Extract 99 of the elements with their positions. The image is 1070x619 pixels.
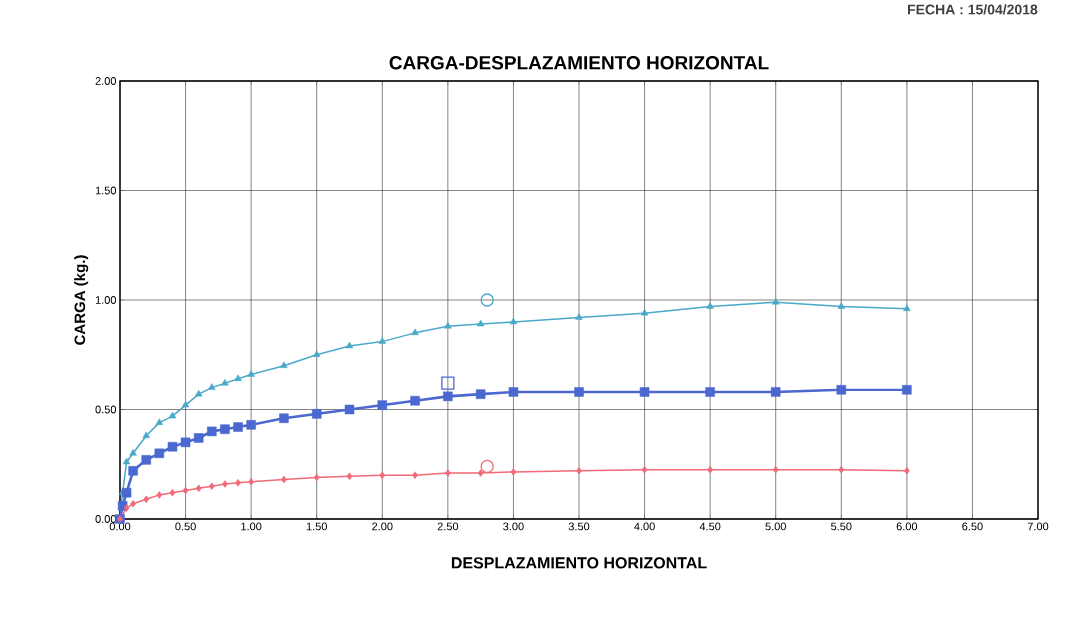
point [248,478,255,486]
point [510,468,517,476]
point [180,437,191,448]
point [207,426,217,437]
point [444,322,452,329]
x-tick-label: 0.50 [175,522,196,531]
point [379,471,386,479]
point [221,378,229,386]
text: FECHA : 15/04/2018 [908,4,1038,15]
x-tick-label: 7.00 [1027,522,1049,531]
point [208,482,215,490]
x-tick-label: 5.50 [831,522,852,531]
x-tick-label: 3.00 [503,522,524,531]
point [412,471,418,479]
point [772,465,779,474]
point [194,389,203,397]
point [902,385,912,395]
point [168,411,177,419]
point [509,317,518,325]
point [705,387,715,397]
point [475,389,486,399]
point [235,479,241,487]
x-tick-label: 1.00 [241,522,262,531]
point [345,341,354,349]
point [129,449,137,456]
point [574,387,584,397]
point [770,387,781,397]
point [167,441,178,452]
point [247,370,255,377]
point [641,465,648,474]
point [411,328,419,336]
point [836,385,847,395]
point [837,302,845,309]
x-tick-label: 3.50 [568,522,590,531]
point [142,431,150,439]
point [208,383,216,390]
y-axis-title: CARGA (kg.) [74,255,89,345]
point [155,418,164,425]
point [246,420,256,430]
x-tick-label: 1.50 [306,522,327,531]
x-tick-label: 2.50 [437,522,459,531]
point [182,486,189,495]
point [313,473,320,482]
point [195,484,202,493]
point [122,457,131,465]
point [181,400,190,408]
point [476,319,485,327]
point [378,337,386,344]
point [772,297,780,305]
point [280,361,288,368]
y-tick-label: 0.00 [95,515,117,523]
x-axis-title: DESPLAZAMIENTO HORIZONTAL [451,557,707,569]
point [441,376,455,390]
point [707,465,714,474]
point [444,469,451,477]
x-tick-label: 6.50 [962,522,983,531]
point [903,467,910,475]
point [640,308,649,316]
point [220,424,230,434]
point [156,491,163,499]
point [639,387,650,397]
point [193,433,204,443]
point [344,404,355,415]
point [477,469,484,477]
point [121,487,132,498]
x-tick-label: 6.00 [896,522,918,531]
x-tick-label: 4.00 [634,522,655,531]
y-tick-label: 1.00 [95,296,117,304]
point [154,448,165,459]
x-tick-label: 4.50 [699,522,721,531]
point [480,293,494,307]
point [234,374,242,382]
point [141,455,151,465]
point [143,495,150,504]
y-tick-label: 0.50 [95,405,117,414]
point [169,488,176,497]
point [480,459,494,474]
point [311,409,322,419]
point [128,466,138,476]
point [410,395,420,406]
chart-title: CARGA-DESPLAZAMIENTO HORIZONTAL [389,56,769,70]
point [508,387,519,397]
y-tick-label: 2.00 [95,77,117,85]
point [706,302,714,309]
point [313,350,321,357]
point [279,413,289,424]
point [443,391,453,402]
point [233,422,243,432]
x-tick-label: 0.00 [109,522,131,531]
point [838,465,845,474]
y-tick-label: 1.50 [95,186,117,195]
point [222,480,228,488]
point [377,400,388,410]
point [346,472,353,481]
point [575,313,583,320]
point [576,467,582,475]
x-tick-label: 5.00 [765,522,786,531]
x-tick-label: 2.00 [372,522,393,531]
point [903,304,911,312]
